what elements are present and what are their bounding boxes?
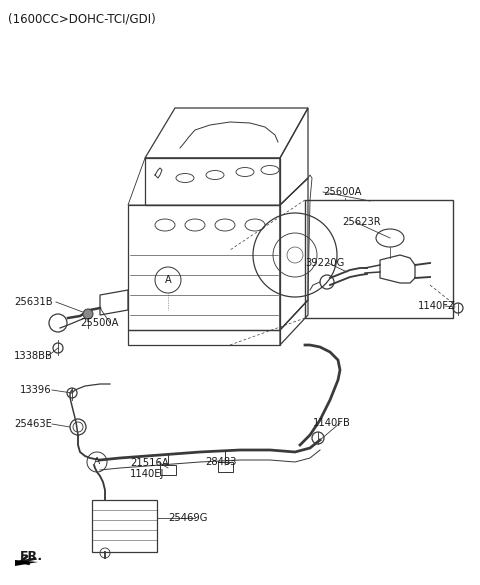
Text: (1600CC>DOHC-TCI/GDI): (1600CC>DOHC-TCI/GDI) [8,13,156,26]
Text: 25631B: 25631B [14,297,53,307]
Text: FR.: FR. [20,550,43,563]
Text: 25623R: 25623R [342,217,381,227]
Text: 1140FB: 1140FB [313,418,351,428]
Polygon shape [15,560,38,566]
Circle shape [83,309,93,319]
Text: 1140EJ: 1140EJ [130,469,164,479]
Text: A: A [94,457,100,466]
Text: 28483: 28483 [205,457,236,467]
Text: 25600A: 25600A [323,187,361,197]
Text: 1140FZ: 1140FZ [418,301,456,311]
Text: 39220G: 39220G [305,258,344,268]
Bar [160,465,176,475]
Bar [305,200,453,318]
Text: 13396: 13396 [20,385,52,395]
Bar [218,462,233,472]
Text: 1338BB: 1338BB [14,351,53,361]
Text: 25469G: 25469G [168,513,207,523]
Text: A: A [165,275,171,285]
Text: 25500A: 25500A [80,318,119,328]
Text: 25463E: 25463E [14,419,52,429]
Text: 21516A: 21516A [130,458,169,468]
Bar [92,500,157,552]
